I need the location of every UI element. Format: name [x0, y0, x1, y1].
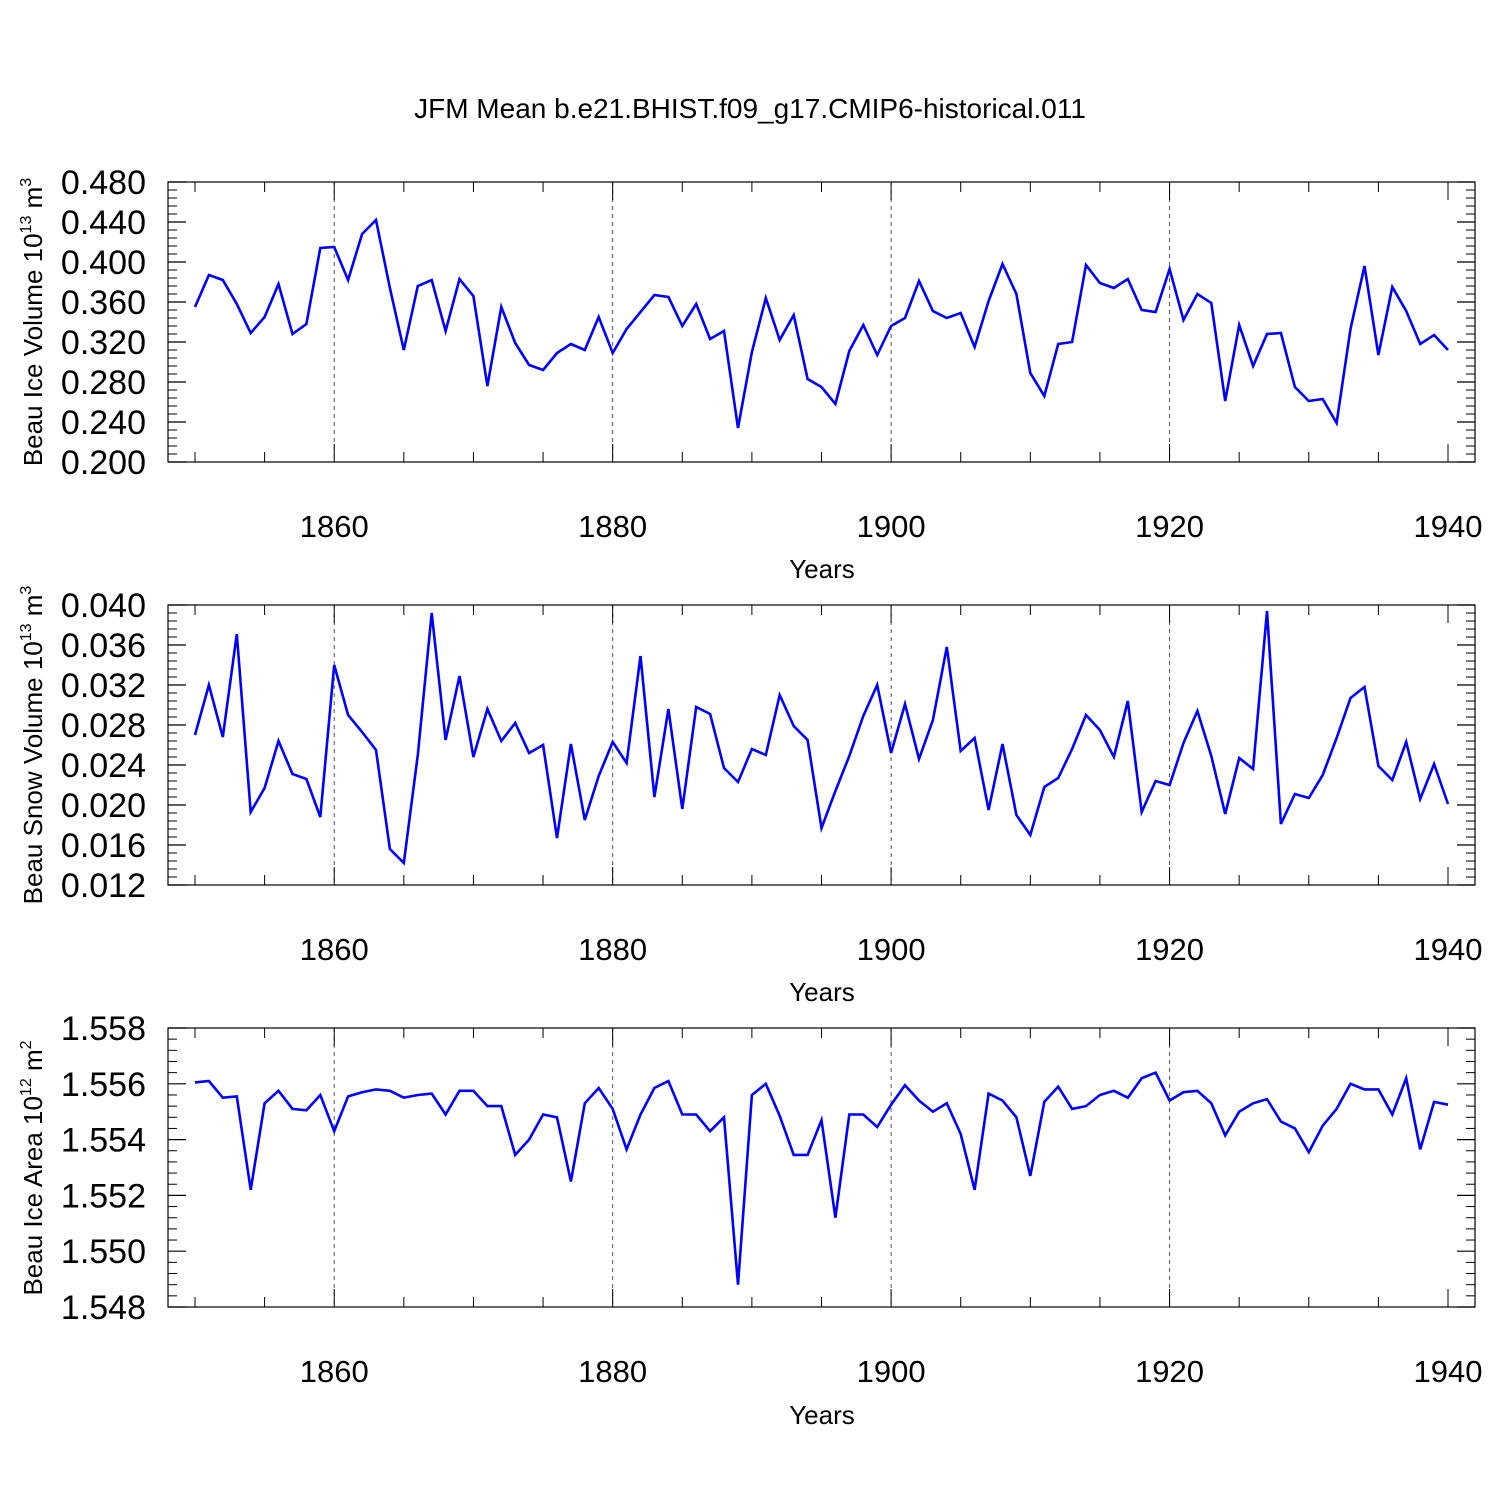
- ice-volume-ytick-label: 0.240: [61, 404, 146, 442]
- snow-volume-xtick-label: 1920: [1135, 932, 1204, 967]
- snow-volume-xtick-label: 1900: [857, 932, 926, 967]
- ice-volume-ytick-label: 0.200: [61, 444, 146, 482]
- ice-area-ytick-label: 1.552: [61, 1177, 146, 1215]
- snow-volume-ytick-label: 0.032: [61, 667, 146, 705]
- ice-volume-ytick-label: 0.320: [61, 324, 146, 362]
- ice-area-frame: [167, 1027, 1476, 1308]
- ice-volume-ytick-label: 0.440: [61, 204, 146, 242]
- snow-volume-frame: [167, 604, 1476, 886]
- snow-volume-ytick-label: 0.024: [61, 747, 146, 785]
- ice-volume-series-line: [193, 217, 1449, 429]
- chart-title: JFM Mean b.e21.BHIST.f09_g17.CMIP6-histo…: [414, 93, 1086, 124]
- ice-volume-xtick-label: 1920: [1135, 509, 1204, 544]
- snow-volume-ytick-label: 0.020: [61, 787, 146, 825]
- snow-volume-ytick-label: 0.028: [61, 707, 146, 745]
- snow-volume-series-line: [193, 610, 1450, 866]
- ice-volume-xlabel: Years: [789, 554, 855, 584]
- ice-area-xlabel: Years: [789, 1400, 855, 1430]
- ice-area-panel: Years Beau Ice Area 1012 m2 1.548 1.550 1.…: [18, 1010, 1482, 1430]
- ice-volume-ylabel: Beau Ice Volume 1013 m3: [18, 178, 48, 466]
- snow-volume-panel: Years Beau Snow Volume 1013 m3 0.0120.01…: [18, 586, 1482, 1007]
- ice-area-ytick-label: 1.556: [61, 1066, 146, 1104]
- ice-volume-xtick-label: 1880: [578, 509, 647, 544]
- ice-volume-xtick-label: 1940: [1414, 509, 1483, 544]
- ice-area-xtick-label: 1860: [300, 1354, 369, 1389]
- snow-volume-xtick-label: 1940: [1414, 932, 1483, 967]
- ice-volume-ytick-label: 0.360: [61, 284, 146, 322]
- ice-volume-ytick-label: 0.280: [61, 364, 146, 402]
- ice-area-xtick-label: 1940: [1414, 1354, 1483, 1389]
- ice-area-xtick-label: 1900: [857, 1354, 926, 1389]
- snow-volume-ytick-label: 0.016: [61, 827, 146, 865]
- ice-area-xtick-label: 1920: [1135, 1354, 1204, 1389]
- ice-volume-frame: [167, 181, 1476, 463]
- snow-volume-xtick-label: 1860: [300, 932, 369, 967]
- ice-area-ytick-label: 1.548: [61, 1289, 146, 1327]
- ice-volume-ytick-label: 0.400: [61, 244, 146, 282]
- ice-area-ylabel: Beau Ice Area 1012 m2: [18, 1040, 48, 1295]
- ice-volume-ytick-label: 0.480: [61, 164, 146, 202]
- snow-volume-ylabel: Beau Snow Volume 1013 m3: [18, 586, 48, 905]
- ice-volume-xtick-label: 1860: [300, 509, 369, 544]
- ice-area-ytick-label: 1.554: [61, 1122, 146, 1160]
- ice-area-series-line: [194, 1070, 1449, 1285]
- ice-volume-panel: Years Beau Ice Volume 1013 m3 0.2000.240…: [18, 164, 1482, 584]
- ice-area-ytick-label: 1.558: [61, 1010, 146, 1048]
- ice-area-ytick-label: 1.550: [61, 1233, 146, 1271]
- snow-volume-xtick-label: 1880: [578, 932, 647, 967]
- ice-volume-xtick-label: 1900: [857, 509, 926, 544]
- snow-volume-ytick-label: 0.040: [61, 587, 146, 625]
- ice-area-xtick-label: 1880: [578, 1354, 647, 1389]
- snow-volume-xlabel: Years: [789, 977, 855, 1007]
- snow-volume-ytick-label: 0.012: [61, 867, 146, 905]
- snow-volume-ytick-label: 0.036: [61, 627, 146, 665]
